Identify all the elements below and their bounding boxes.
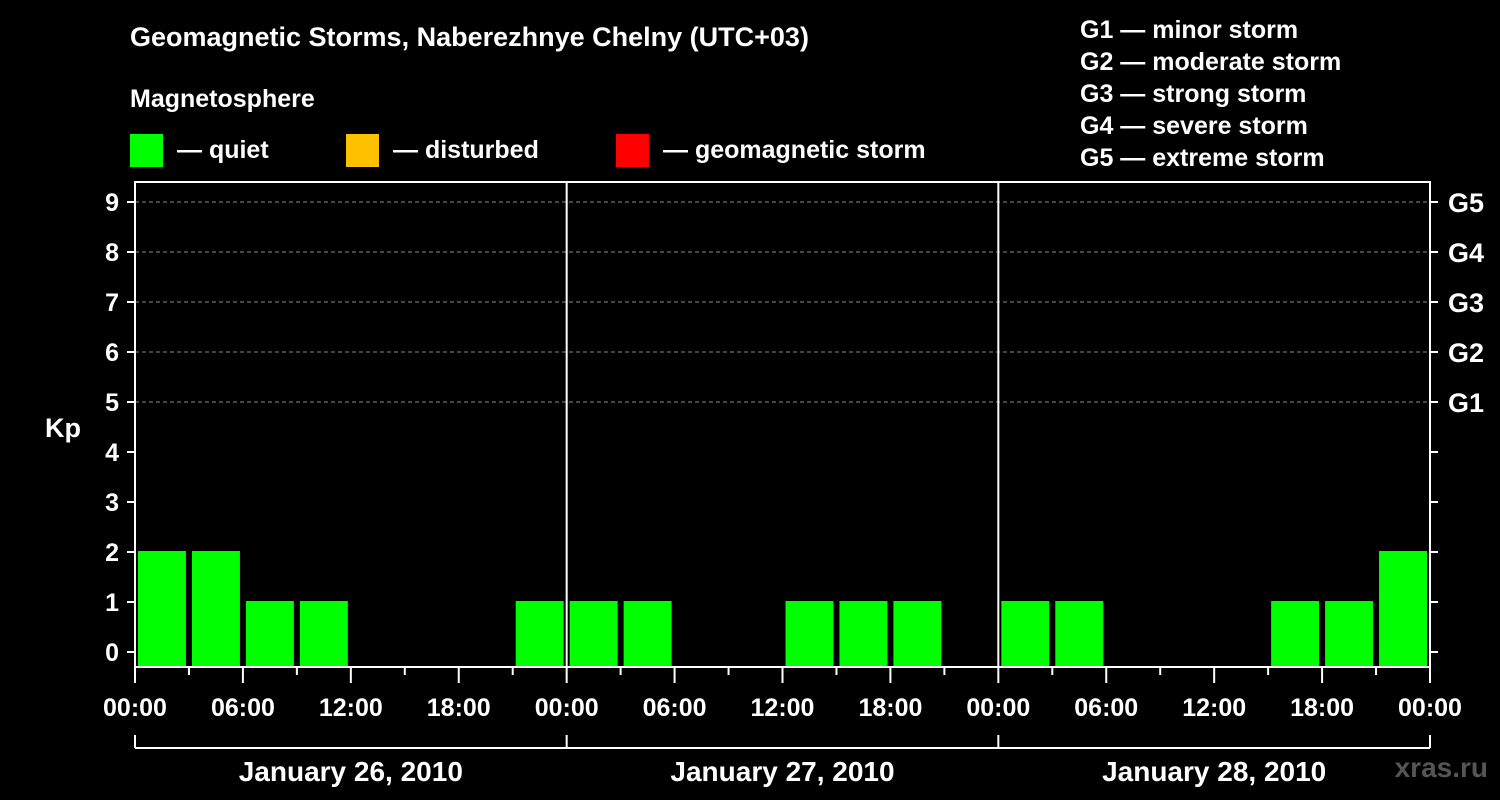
storm-scale-legend: G1 — minor storm G2 — moderate storm G3 …	[1080, 14, 1341, 174]
x-tick-label-1: 06:00	[211, 694, 275, 722]
x-tick-label-10: 12:00	[1182, 694, 1246, 722]
right-axis-label-g3: G3	[1448, 288, 1484, 318]
kp-bar-23	[1379, 551, 1427, 667]
kp-bar-17	[1055, 601, 1104, 667]
x-tick-label-0: 00:00	[103, 694, 167, 722]
chart-title: Geomagnetic Storms, Naberezhnye Chelny (…	[130, 22, 809, 52]
y-tick-label-7: 7	[105, 289, 119, 317]
kp-bar-21	[1271, 601, 1320, 667]
legend-item-disturbed: — disturbed	[346, 133, 539, 167]
x-tick-label-11: 18:00	[1290, 694, 1354, 722]
y-tick-label-2: 2	[105, 539, 119, 567]
y-axis-label: Kp	[45, 413, 81, 443]
x-tick-label-2: 12:00	[319, 694, 383, 722]
legend-item-storm: — geomagnetic storm	[616, 133, 926, 167]
kp-bar-7	[515, 601, 564, 667]
y-tick-label-5: 5	[105, 389, 119, 417]
kp-bar-2	[245, 601, 294, 667]
kp-bar-9	[623, 601, 672, 667]
x-tick-label-8: 00:00	[966, 694, 1030, 722]
kp-bar-22	[1325, 601, 1374, 667]
x-tick-label-5: 06:00	[643, 694, 707, 722]
storm-scale-g4: G4 — severe storm	[1080, 112, 1308, 140]
day-label-2: January 28, 2010	[1102, 756, 1326, 787]
legend-label-disturbed: — disturbed	[393, 135, 539, 164]
y-tick-label-4: 4	[105, 439, 119, 467]
y-tick-label-3: 3	[105, 489, 119, 517]
kp-bar-16	[1001, 601, 1050, 667]
legend-heading: Magnetosphere	[130, 85, 315, 113]
legend-item-quiet: — quiet	[130, 133, 269, 167]
kp-bar-0	[138, 551, 186, 667]
watermark: xras.ru	[1394, 752, 1488, 783]
kp-bar-14	[893, 601, 942, 667]
y-tick-label-9: 9	[105, 189, 119, 217]
x-tick-label-3: 18:00	[427, 694, 491, 722]
legend-swatch-quiet	[130, 133, 163, 167]
storm-scale-g5: G5 — extreme storm	[1080, 144, 1325, 172]
kp-bar-12	[785, 601, 834, 667]
right-axis-label-g4: G4	[1448, 238, 1484, 268]
x-tick-label-9: 06:00	[1074, 694, 1138, 722]
day-label-0: January 26, 2010	[239, 756, 463, 787]
storm-scale-g2: G2 — moderate storm	[1080, 48, 1342, 76]
storm-scale-g3: G3 — strong storm	[1080, 80, 1307, 108]
kp-bar-8	[569, 601, 618, 667]
plot-frame	[134, 181, 1431, 668]
x-tick-label-7: 18:00	[858, 694, 922, 722]
right-axis-label-g2: G2	[1448, 338, 1484, 368]
legend-label-storm: — geomagnetic storm	[663, 135, 926, 164]
y-tick-label-1: 1	[105, 589, 119, 617]
kp-bar-1	[191, 551, 240, 667]
right-axis-label-g1: G1	[1448, 388, 1484, 418]
x-tick-label-12: 00:00	[1398, 694, 1462, 722]
y-tick-label-0: 0	[105, 639, 119, 667]
legend-swatch-storm	[616, 133, 649, 167]
legend-swatch-disturbed	[346, 133, 379, 167]
x-tick-label-4: 00:00	[535, 694, 599, 722]
x-tick-label-6: 12:00	[751, 694, 815, 722]
kp-bar-3	[299, 601, 348, 667]
right-axis-label-g5: G5	[1448, 188, 1484, 218]
legend-label-quiet: — quiet	[177, 135, 269, 164]
day-label-1: January 27, 2010	[670, 756, 894, 787]
y-tick-label-8: 8	[105, 239, 119, 267]
y-tick-label-6: 6	[105, 339, 119, 367]
kp-bar-13	[839, 601, 888, 667]
storm-scale-g1: G1 — minor storm	[1080, 16, 1299, 44]
